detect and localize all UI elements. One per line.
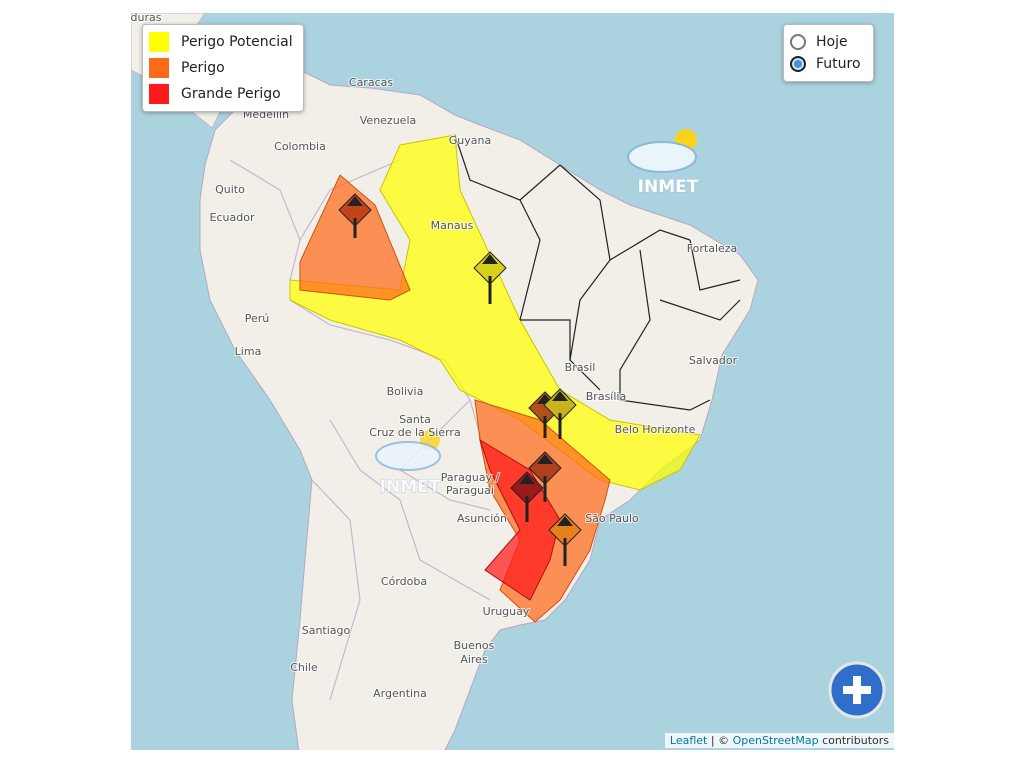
state-borders — [454, 134, 741, 411]
warning-marker — [543, 388, 577, 439]
legend-label: Perigo Potencial — [181, 34, 293, 50]
warning-marker — [528, 451, 562, 502]
toggle-option[interactable]: Futuro — [790, 53, 861, 75]
place-label: Guyana — [449, 134, 491, 147]
place-label: Quito — [215, 183, 245, 196]
place-label: duras — [131, 11, 162, 24]
copyright: © — [718, 734, 730, 747]
place-label: Bolivia — [387, 385, 424, 398]
place-label: Chile — [290, 661, 318, 674]
place-label: Paraguay / — [441, 471, 500, 484]
leaflet-link[interactable]: Leaflet — [669, 734, 708, 747]
legend-item: Perigo Potencial — [149, 29, 293, 55]
radio-button[interactable] — [790, 56, 806, 72]
warning-marker — [338, 193, 372, 238]
place-label: Argentina — [373, 687, 427, 700]
option-label: Futuro — [816, 56, 861, 72]
zoom-button[interactable] — [828, 661, 886, 719]
separator: | — [710, 734, 715, 747]
warning-marker — [473, 251, 507, 304]
radio-button[interactable] — [790, 34, 806, 50]
place-label: Belo Horizonte — [615, 423, 696, 436]
place-label: Uruguay — [483, 605, 530, 618]
place-label: Santiago — [302, 624, 351, 637]
attribution: Leaflet | © OpenStreetMap contributors — [664, 733, 894, 748]
place-label: Cruz de la Sierra — [369, 426, 460, 439]
place-label: Aires — [460, 653, 488, 666]
legend-swatch — [149, 84, 169, 104]
legend-item: Perigo — [149, 55, 293, 81]
legend-swatch — [149, 32, 169, 52]
place-label: São Paulo — [585, 512, 639, 525]
warning-markers — [338, 193, 582, 566]
place-label: Fortaleza — [687, 242, 738, 255]
place-label: Perú — [245, 312, 270, 325]
place-label: Salvador — [689, 354, 738, 367]
place-label: Venezuela — [360, 114, 417, 127]
country-borders — [229, 159, 491, 701]
place-label: Buenos — [454, 639, 495, 652]
place-label: Santa — [399, 413, 431, 426]
weather-logo — [375, 129, 697, 471]
warning-marker — [510, 471, 544, 522]
place-label: Manaus — [431, 219, 474, 232]
place-label: Colombia — [274, 140, 326, 153]
place-label: Paraguai — [446, 484, 494, 497]
osm-link[interactable]: OpenStreetMap — [732, 734, 819, 747]
place-label: Brasil — [565, 361, 596, 374]
legend-item: Grande Perigo — [149, 81, 293, 107]
contributors: contributors — [822, 734, 889, 747]
watermark: INMET — [638, 177, 699, 197]
warning-marker — [548, 513, 582, 566]
place-label: Córdoba — [381, 575, 427, 588]
place-label: Lima — [235, 345, 262, 358]
watermark: INMET — [380, 477, 441, 497]
legend-label: Grande Perigo — [181, 86, 281, 102]
toggle-option[interactable]: Hoje — [790, 31, 861, 53]
place-label: Brasília — [586, 390, 626, 403]
place-label: Caracas — [349, 76, 393, 89]
legend: Perigo Potencial Perigo Grande Perigo — [142, 24, 304, 112]
legend-label: Perigo — [181, 60, 225, 76]
legend-swatch — [149, 58, 169, 78]
time-toggle: Hoje Futuro — [783, 24, 874, 82]
place-label: Ecuador — [210, 211, 255, 224]
place-label: Asunción — [457, 512, 507, 525]
option-label: Hoje — [816, 34, 848, 50]
